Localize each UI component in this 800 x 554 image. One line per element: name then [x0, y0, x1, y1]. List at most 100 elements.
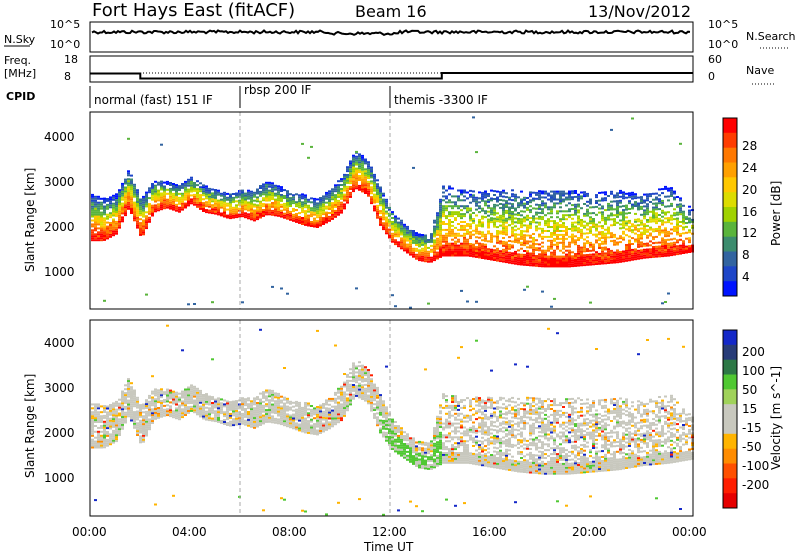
power-cell: [526, 206, 529, 209]
velocity-cell: [130, 407, 133, 410]
power-cell: [151, 194, 154, 197]
power-cell: [361, 160, 364, 163]
power-cell: [469, 250, 472, 253]
power-cell: [277, 212, 280, 215]
power-cell: [592, 263, 595, 266]
velocity-cell: [220, 412, 223, 415]
velocity-cell: [361, 388, 364, 391]
power-cell: [586, 236, 589, 239]
power-cell: [151, 214, 154, 217]
power-cell: [493, 203, 496, 206]
power-cell: [259, 187, 262, 189]
power-cell: [169, 184, 172, 186]
power-cell: [460, 221, 463, 223]
velocity-cell: [322, 428, 325, 431]
power-cell: [526, 216, 529, 219]
velocity-cell: [277, 418, 280, 421]
power-cell: [376, 212, 379, 215]
power-cell: [250, 210, 253, 213]
power-cell: [310, 201, 313, 204]
power-cell: [286, 209, 289, 212]
velocity-cell: [163, 404, 166, 407]
power-cell: [211, 200, 214, 203]
velocity-cell: [313, 413, 316, 416]
power-cell: [184, 184, 187, 187]
power-cell: [559, 255, 562, 258]
power-cell: [130, 180, 133, 183]
velocity-cell: [145, 430, 148, 433]
power-cell: [460, 217, 463, 220]
power-cell: [100, 207, 103, 210]
velocity-cell: [115, 426, 118, 429]
velocity-cell: [211, 405, 214, 408]
power-cell: [685, 249, 688, 252]
power-cell: [679, 203, 682, 206]
power-cell: [658, 217, 661, 220]
power-cell: [457, 189, 460, 192]
velocity-cell: [118, 426, 121, 429]
power-cell: [364, 174, 367, 177]
power-cell: [508, 198, 511, 201]
velocity-cell: [232, 412, 235, 415]
power-cell: [355, 173, 358, 176]
power-cell: [661, 215, 664, 218]
velocity-cell: [280, 419, 283, 422]
power-cell: [439, 230, 442, 233]
power-cell: [466, 252, 469, 255]
power-cell: [649, 256, 652, 259]
velocity-cell: [250, 410, 253, 413]
power-cell: [394, 229, 397, 232]
velocity-cell: [151, 414, 154, 417]
power-cell: [91, 231, 94, 234]
power-cell: [382, 228, 385, 231]
power-cell: [274, 212, 277, 215]
power-cell: [325, 211, 328, 214]
power-cell: [496, 216, 499, 219]
velocity-cell: [154, 413, 157, 416]
power-cell: [409, 231, 412, 234]
power-cell: [481, 191, 484, 194]
power-cell: [124, 206, 127, 209]
power-cell: [382, 224, 385, 227]
power-cell: [379, 194, 382, 197]
power-cell: [118, 191, 121, 194]
power-cell: [289, 216, 292, 219]
power-cell: [181, 192, 184, 195]
power-cell: [655, 235, 658, 238]
power-cell: [361, 168, 364, 171]
velocity-cell: [106, 433, 109, 435]
velocity-cell: [190, 398, 193, 401]
power-cell: [649, 234, 652, 237]
velocity-cell: [199, 411, 202, 414]
power-cell: [109, 216, 112, 219]
power-cell: [637, 208, 640, 211]
power-cell: [673, 212, 676, 215]
power-cell: [142, 225, 145, 228]
power-cell: [499, 256, 502, 259]
power-cell: [463, 236, 466, 239]
power-cell: [646, 248, 649, 251]
power-cell: [409, 235, 412, 238]
power-cell: [91, 211, 94, 214]
power-cell: [655, 208, 658, 211]
velocity-cell: [106, 405, 109, 408]
power-cell: [493, 209, 496, 212]
power-cell: [505, 206, 508, 208]
power-cell: [307, 222, 310, 225]
power-cell: [529, 224, 532, 227]
power-cell: [277, 193, 280, 196]
power-cell: [475, 228, 478, 231]
power-cell: [463, 226, 466, 229]
power-cell: [112, 230, 115, 233]
power-cell: [625, 196, 628, 199]
power-cell: [301, 209, 304, 212]
velocity-cell: [121, 412, 124, 415]
power-cell: [688, 217, 691, 220]
velocity-cell: [130, 409, 133, 412]
velocity-cell: [175, 403, 178, 406]
velocity-cell: [325, 413, 328, 416]
power-cell: [421, 234, 424, 236]
power-cell: [514, 221, 517, 224]
power-cell: [145, 201, 148, 204]
velocity-cell: [250, 404, 253, 407]
